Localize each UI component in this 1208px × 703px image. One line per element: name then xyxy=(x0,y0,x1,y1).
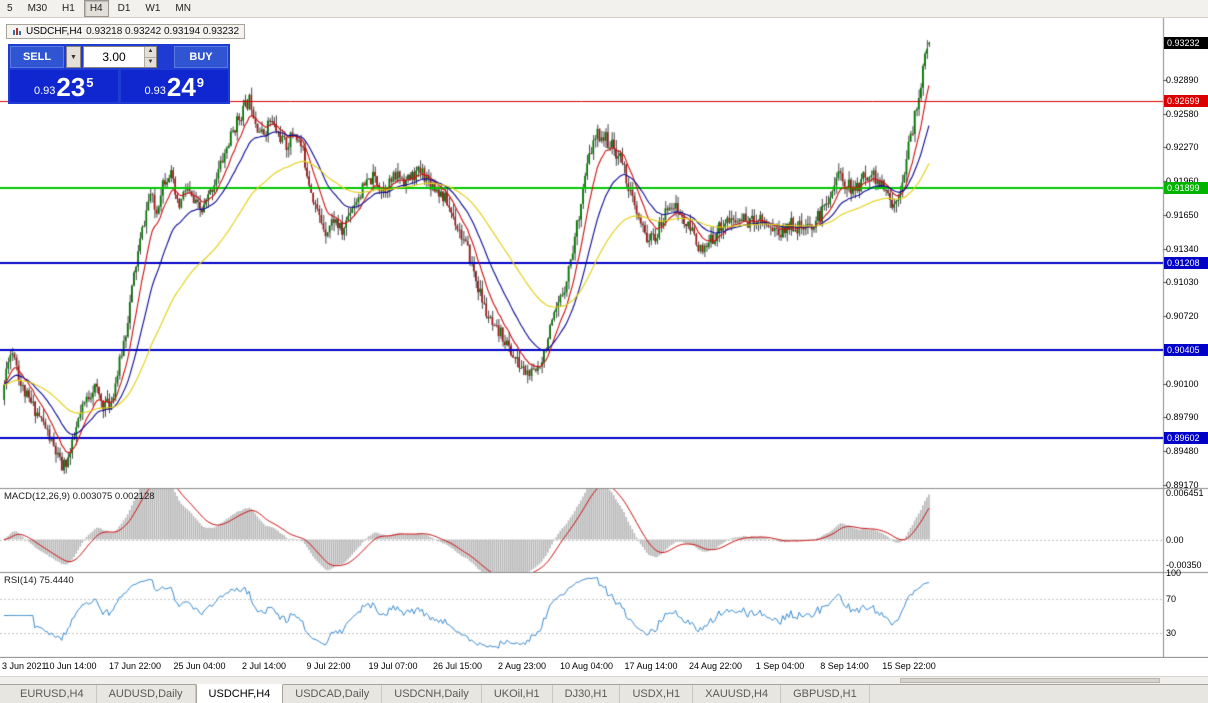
chart-title: USDCHF,H4 xyxy=(26,26,83,37)
price-axis-tick: 0.91030 xyxy=(1166,277,1199,288)
period-button-D1[interactable]: D1 xyxy=(117,3,131,14)
sell-button[interactable]: SELL xyxy=(10,46,64,68)
sell-price-pip: 5 xyxy=(86,75,94,90)
rsi-axis-label: 70 xyxy=(1166,593,1177,604)
period-button-M30[interactable]: M30 xyxy=(27,3,48,14)
symbol-tab-USDCNH-Daily[interactable]: USDCNH,Daily xyxy=(382,685,482,703)
symbol-tab-UKOil-H1[interactable]: UKOil,H1 xyxy=(482,685,553,703)
sell-price-main: 23 xyxy=(56,72,86,102)
time-axis-label: 9 Jul 22:00 xyxy=(306,661,351,671)
symbol-tab-USDCHF-H4[interactable]: USDCHF,H4 xyxy=(195,684,284,703)
macd-axis-label: 0.006451 xyxy=(1166,487,1204,498)
time-axis-label: 19 Jul 07:00 xyxy=(368,661,418,671)
volume-stepper: ▲ ▼ xyxy=(144,47,156,67)
time-axis-label: 25 Jun 04:00 xyxy=(173,661,226,671)
time-axis-label: 3 Jun 2021 xyxy=(2,661,47,671)
time-axis-label: 15 Sep 22:00 xyxy=(882,661,936,671)
macd-indicator-label: MACD(12,26,9) 0.003075 0.002128 xyxy=(4,491,155,502)
price-axis-tick: 0.89170 xyxy=(1166,479,1199,490)
price-axis-tick: 0.92580 xyxy=(1166,108,1199,119)
price-chart-canvas[interactable] xyxy=(0,18,1208,658)
sell-price-display[interactable]: 0.93 23 5 xyxy=(10,70,118,102)
buy-price-pip: 9 xyxy=(196,75,205,90)
rsi-indicator-label: RSI(14) 75.4440 xyxy=(4,575,74,586)
price-axis-tick: 0.92270 xyxy=(1166,142,1199,153)
horizontal-scrollbar[interactable] xyxy=(0,676,1208,684)
symbol-tab-DJ30-H1[interactable]: DJ30,H1 xyxy=(553,685,621,703)
scrollbar-thumb[interactable] xyxy=(900,678,1160,683)
price-axis-tick: 0.89790 xyxy=(1166,412,1199,423)
time-axis-label: 17 Jun 22:00 xyxy=(108,661,162,671)
price-marker-support-line: 0.89602 xyxy=(1164,431,1208,444)
price-marker-support-line: 0.91208 xyxy=(1164,257,1208,269)
macd-axis-label: 0.00 xyxy=(1166,534,1184,545)
period-button-W1[interactable]: W1 xyxy=(145,3,161,14)
volume-increase-button[interactable]: ▲ xyxy=(145,47,156,57)
period-button-H4[interactable]: H4 xyxy=(83,0,109,17)
volume-decrease-button[interactable]: ▼ xyxy=(145,56,156,67)
volume-input[interactable] xyxy=(84,47,144,67)
macd-axis-label: -0.00350 xyxy=(1166,559,1202,570)
time-axis-label: 2 Jul 14:00 xyxy=(241,661,287,671)
price-axis-tick: 0.91340 xyxy=(1166,243,1199,254)
buy-price-display[interactable]: 0.93 24 9 xyxy=(120,70,228,102)
price-axis-tick: 0.90100 xyxy=(1166,378,1199,389)
time-axis-label: 8 Sep 14:00 xyxy=(820,661,869,671)
symbol-tab-EURUSD-H4[interactable]: EURUSD,H4 xyxy=(8,685,97,703)
chart-area: USDCHF,H4 0.93218 0.93242 0.93194 0.9323… xyxy=(0,18,1208,658)
buy-price-main: 24 xyxy=(166,72,196,102)
time-axis: 3 Jun 2021 10 Jun 14:00 17 Jun 22:00 25 Jun… xyxy=(0,658,1208,676)
chevron-down-icon: ▼ xyxy=(70,53,77,61)
sell-price-prefix: 0.93 xyxy=(33,85,56,97)
time-axis-label: 1 Sep 04:00 xyxy=(755,661,805,671)
rsi-axis-label: 100 xyxy=(1166,568,1182,578)
period-toolbar: 5 M30 H1 H4 D1 W1 MN xyxy=(0,0,1208,18)
symbol-tab-USDX-H1[interactable]: USDX,H1 xyxy=(620,685,694,703)
chart-icon xyxy=(13,27,21,35)
price-axis-tick: 0.91650 xyxy=(1166,209,1199,220)
chart-caption: USDCHF,H4 0.93218 0.93242 0.93194 0.9323… xyxy=(6,24,246,39)
volume-dropdown-button[interactable]: ▼ xyxy=(66,46,81,68)
volume-field: ▲ ▼ xyxy=(83,46,157,68)
price-axis-tick: 0.91960 xyxy=(1166,176,1206,186)
rsi-axis-label: 30 xyxy=(1166,627,1177,638)
time-axis-label: 26 Jul 15:00 xyxy=(432,661,483,671)
period-button-H1[interactable]: H1 xyxy=(62,3,75,14)
symbol-tab-bar: EURUSD,H4 AUDUSD,Daily USDCHF,H4 USDCAD,Dai… xyxy=(0,684,1208,703)
time-axis-label: 2 Aug 23:00 xyxy=(497,661,547,671)
buy-price-prefix: 0.93 xyxy=(144,85,166,97)
price-marker-support-line: 0.90405 xyxy=(1164,344,1208,357)
symbol-tab-USDCAD-Daily[interactable]: USDCAD,Daily xyxy=(283,685,383,703)
symbol-tab-AUDUSD-Daily[interactable]: AUDUSD,Daily xyxy=(97,685,196,703)
chart-ohlc-values: 0.93218 0.93242 0.93194 0.93232 xyxy=(86,26,240,37)
price-marker-support-line: 0.91899 xyxy=(1164,181,1208,194)
buy-button[interactable]: BUY xyxy=(174,46,228,68)
time-axis-label: 24 Aug 22:00 xyxy=(688,661,743,671)
price-marker-resistance-line: 0.92699 xyxy=(1164,94,1208,107)
price-marker-current-price: 0.93232 xyxy=(1164,36,1208,49)
time-axis-label: 17 Aug 14:00 xyxy=(624,661,678,671)
symbol-tab-GBPUSD-H1[interactable]: GBPUSD,H1 xyxy=(781,685,870,703)
symbol-tab-XAUUSD-H4[interactable]: XAUUSD,H4 xyxy=(693,685,782,703)
price-axis-tick: 0.89480 xyxy=(1166,446,1199,456)
period-button-5[interactable]: 5 xyxy=(7,3,13,14)
time-axis-label: 10 Aug 04:00 xyxy=(559,661,614,671)
time-axis-label: 10 Jun 14:00 xyxy=(44,661,97,671)
period-button-MN[interactable]: MN xyxy=(175,3,191,14)
price-axis-tick: 0.90720 xyxy=(1166,311,1199,322)
price-axis-tick: 0.92890 xyxy=(1166,75,1199,85)
